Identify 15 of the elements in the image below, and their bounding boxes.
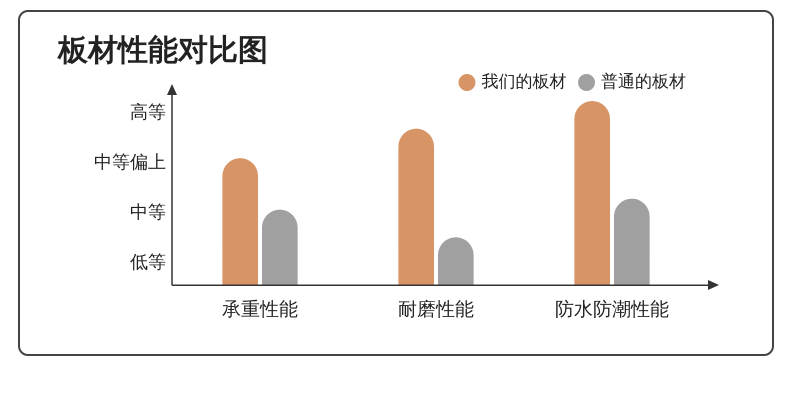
x-tick-label: 承重性能 — [222, 298, 298, 321]
legend-label: 我们的板材 — [482, 72, 566, 92]
x-tick-label: 防水防潮性能 — [555, 298, 669, 321]
bar — [614, 198, 650, 286]
bar — [262, 210, 298, 286]
bar — [574, 101, 610, 286]
text: 中等偏上 — [94, 151, 166, 174]
text: 低等 — [130, 251, 166, 274]
chart-title: 板材性能对比图 — [58, 32, 268, 70]
bar — [222, 158, 258, 286]
x-tick-label: 耐磨性能 — [398, 298, 474, 321]
text: 中等 — [130, 201, 166, 224]
bar — [398, 128, 434, 286]
text: 高等 — [130, 101, 166, 124]
legend-label: 普通的板材 — [601, 72, 686, 92]
